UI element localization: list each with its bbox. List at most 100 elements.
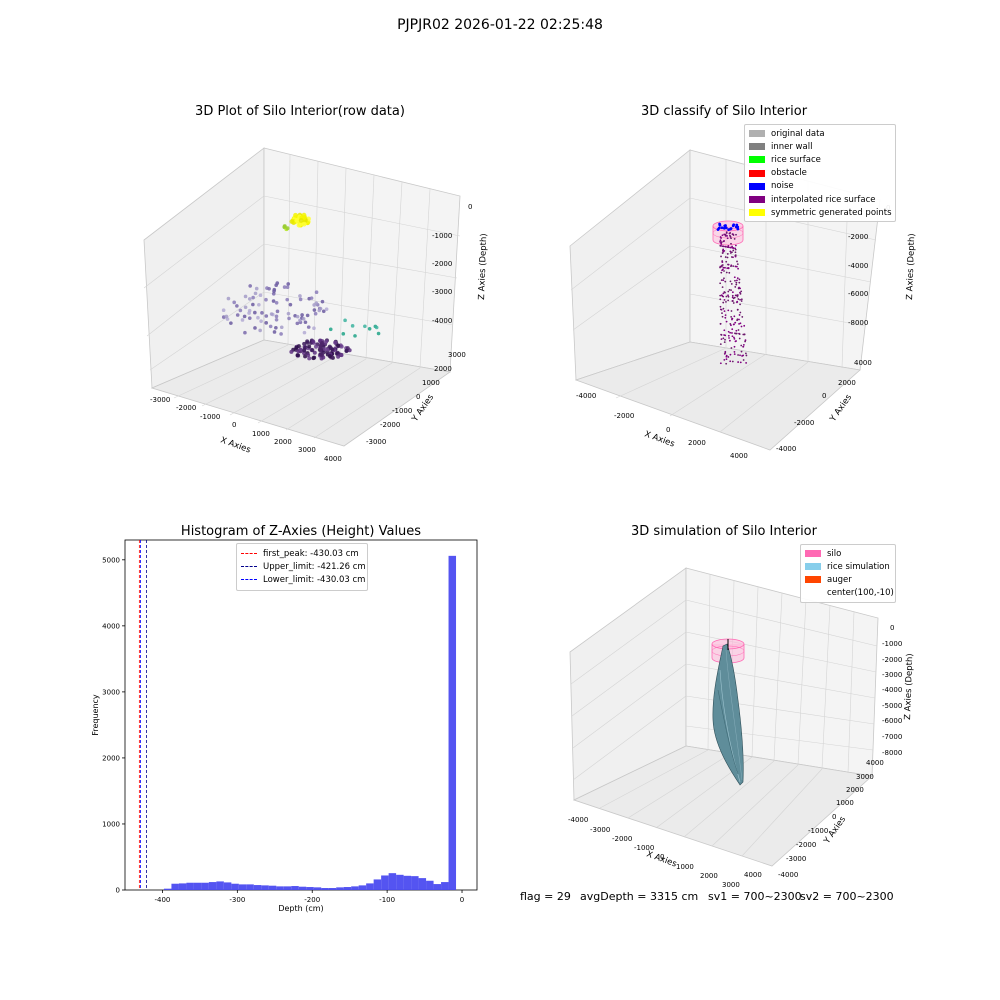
- raw-data-point: [312, 350, 317, 355]
- classify-z-tick: -6000: [848, 290, 868, 298]
- sim-y-tick: -1000: [808, 827, 828, 835]
- raw-data-point: [313, 311, 318, 316]
- legend-entry-symmetric: symmetric generated points: [749, 206, 892, 219]
- raw-x-tick: 4000: [324, 455, 342, 463]
- raw-data-point: [321, 309, 326, 314]
- legend-swatch: [749, 182, 765, 190]
- interpolated-point: [734, 332, 736, 335]
- histogram-bar: [373, 879, 382, 890]
- interpolated-point: [738, 278, 741, 281]
- raw-data-point: [363, 324, 367, 329]
- interpolated-point: [730, 347, 733, 349]
- y-tick-label: 1000: [102, 820, 120, 828]
- raw-data-point: [279, 325, 284, 330]
- interpolated-point: [720, 294, 723, 297]
- interpolated-point: [733, 351, 736, 353]
- raw-data-point: [336, 354, 341, 359]
- raw-data-point: [298, 294, 302, 298]
- sim-y-tick: -4000: [778, 871, 798, 879]
- raw-data-point: [324, 339, 329, 344]
- raw-data-point: [319, 352, 324, 357]
- histogram-chart: -400 -300 -200 -100 0 010002000300040005000 …: [91, 539, 478, 913]
- legend-label: inner wall: [771, 141, 813, 152]
- interpolated-point: [733, 336, 735, 339]
- interpolated-point: [744, 352, 747, 355]
- noise-point: [724, 224, 727, 227]
- interpolated-point: [743, 333, 746, 336]
- raw-x-tick: 3000: [298, 446, 316, 454]
- interpolated-point: [727, 299, 730, 302]
- raw-data-point: [247, 316, 252, 320]
- histogram-bar: [216, 881, 224, 890]
- sim-x-tick: 3000: [722, 881, 740, 889]
- raw-data-point: [298, 318, 302, 323]
- interpolated-point: [739, 361, 742, 364]
- histogram-bar: [448, 555, 457, 890]
- interpolated-point: [720, 255, 722, 258]
- classify-left-pane: [569, 149, 691, 381]
- raw-data-point: [335, 350, 340, 355]
- noise-point: [720, 226, 724, 230]
- classify-x-tick: 2000: [688, 439, 706, 447]
- raw-data-point: [339, 344, 344, 349]
- histogram-bar: [171, 883, 179, 890]
- raw-data-point: [275, 309, 280, 314]
- interpolated-point: [731, 294, 734, 297]
- raw-data-point: [343, 318, 347, 323]
- figure-title: PJPJR02 2026-01-22 02:25:48: [397, 17, 603, 33]
- raw-data-point: [307, 356, 312, 361]
- interpolated-point: [725, 260, 728, 263]
- raw-y-tick: 0: [416, 393, 420, 401]
- x-tick-label: -200: [304, 896, 320, 904]
- noise-point: [718, 223, 722, 227]
- legend-label: Lower_limit: -430.03 cm: [263, 574, 366, 585]
- raw-data-point: [264, 321, 269, 325]
- legend-entry-rice-simulation: rice simulation: [805, 560, 891, 573]
- raw-y-tick: -2000: [380, 421, 400, 429]
- raw-data-point: [267, 287, 271, 291]
- raw-data-point: [314, 301, 319, 305]
- interpolated-point: [742, 359, 745, 361]
- histogram-title: Histogram of Z-Axies (Height) Values: [180, 524, 422, 539]
- raw-data-point: [248, 284, 252, 288]
- interpolated-point: [722, 292, 725, 295]
- raw-data-point: [344, 348, 349, 353]
- interpolated-point: [729, 280, 732, 283]
- interpolated-point: [719, 239, 722, 242]
- raw-data-point: [258, 328, 262, 333]
- histogram-bar: [396, 874, 404, 890]
- interpolated-point: [733, 276, 736, 279]
- legend-swatch: [241, 553, 257, 555]
- interpolated-point: [737, 361, 740, 363]
- interpolated-point: [721, 312, 723, 315]
- raw-data-point: [243, 294, 248, 299]
- interpolated-point: [725, 245, 727, 248]
- classify-z-tick: -4000: [848, 262, 868, 270]
- legend-label: rice simulation: [827, 561, 890, 572]
- interpolated-point: [733, 315, 736, 318]
- interpolated-point: [723, 277, 725, 280]
- interpolated-point: [737, 267, 739, 270]
- interpolated-point: [732, 265, 735, 267]
- histogram-bar: [351, 886, 359, 890]
- classify-y-tick: 4000: [854, 359, 872, 367]
- interpolated-point: [726, 253, 729, 255]
- legend-swatch: [749, 169, 765, 177]
- interpolated-point: [734, 279, 736, 282]
- interpolated-point: [726, 256, 729, 259]
- legend-entry-first-peak: first_peak: -430.03 cm: [241, 547, 363, 560]
- interpolated-point: [721, 269, 723, 272]
- interpolated-point: [736, 260, 738, 263]
- raw-data-point: [318, 344, 323, 349]
- legend-label: silo: [827, 548, 842, 559]
- interpolated-point: [725, 355, 728, 358]
- raw-y-tick: 3000: [448, 351, 466, 359]
- interpolated-point: [728, 339, 731, 342]
- raw-data-point: [295, 314, 300, 319]
- interpolated-point: [740, 298, 743, 301]
- raw-data-point: [339, 353, 344, 358]
- interpolated-point: [727, 295, 730, 298]
- interpolated-point: [739, 322, 742, 325]
- interpolated-point: [738, 314, 741, 316]
- histogram-bar: [246, 884, 254, 890]
